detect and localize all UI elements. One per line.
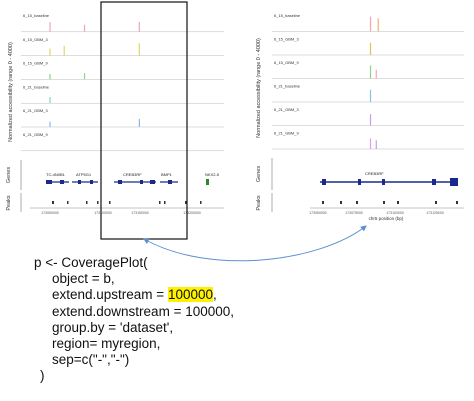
left-gene-track: TC-4N0B1 ATP5G1 CREB3RF BMP1 NKX2-5: [46, 172, 220, 185]
right-track-5-peak-1: [375, 140, 377, 149]
right-tick-0: 173050000: [309, 211, 327, 215]
left-track-label-2: 6_15_GBM_9: [23, 61, 48, 66]
right-peaks-label: Peaks: [256, 195, 262, 211]
left-track-1-peak-0: [49, 48, 51, 56]
right-x-axis-label: chr5 position (bp): [369, 216, 404, 221]
left-track-4-peak-0: [49, 121, 51, 127]
right-track-label-5: 6_21_GBM_9: [274, 131, 299, 136]
left-genes-label: Genes: [6, 167, 12, 183]
right-track-2-peak-0: [369, 65, 372, 79]
left-tracks: 6_15_baseline 6_15_GBM_3 6_15_GBM_9 6_21_ba…: [21, 13, 224, 152]
left-track-1-peak-2: [138, 43, 140, 56]
left-track-4-peak-1: [138, 118, 140, 127]
code-line-4: extend.downstream = 100000,: [52, 303, 234, 319]
code-line-7: sep=c("-","-"): [52, 352, 130, 368]
left-track-2-peak-1: [83, 73, 86, 80]
gene-label-bmp1: BMP1: [161, 172, 173, 177]
code-line-3: extend.upstream = 100000,: [34, 287, 454, 303]
right-tick-2: 173100000: [386, 211, 404, 215]
right-track-label-3: 6_21_baseline: [274, 84, 301, 89]
left-track-label-4: 6_21_GBM_3: [23, 108, 48, 113]
gene-label-nkx25: NKX2-5: [205, 172, 220, 177]
left-track-0-peak-2: [138, 22, 140, 32]
right-track-5-peak-0: [369, 138, 372, 149]
right-peak-marks: [322, 201, 458, 204]
right-track-label-0: 6_15_baseline: [274, 13, 301, 18]
code-line-5: group.by = 'dataset',: [52, 319, 174, 335]
right-gene-track: CREB3RF: [320, 171, 458, 186]
code-line-8: ): [40, 368, 45, 384]
right-tick-3: 173125000: [426, 211, 444, 215]
code-line-3-prefix: extend.upstream =: [52, 287, 168, 303]
gene-label-atp5g1: ATP5G1: [76, 172, 92, 177]
gene-label-creb3rf: CREB3RF: [123, 172, 142, 177]
right-track-label-1: 6_15_GBM_3: [274, 37, 299, 42]
left-tick-1: 173100000: [94, 211, 112, 215]
gene-label-creb3rf-right: CREB3RF: [365, 171, 384, 176]
right-track-1-peak-0: [369, 42, 372, 55]
left-tick-3: 173200000: [183, 211, 201, 215]
left-track-0-peak-0: [49, 22, 51, 32]
left-track-1-peak-1: [63, 45, 65, 56]
left-peaks-label: Peaks: [6, 195, 12, 211]
right-track-label-2: 6_15_GBM_9: [274, 60, 299, 65]
right-track-3-peak-0: [369, 89, 372, 102]
right-track-label-4: 6_21_GBM_3: [274, 107, 299, 112]
highlighted-upstream-value: 100000: [167, 287, 214, 303]
right-track-4-peak-0: [369, 114, 372, 126]
left-coverage-plot: Normalized accessibility (range 0 - 4000…: [6, 1, 224, 240]
left-track-label-3: 6_21_baseline: [23, 84, 50, 89]
left-track-label-5: 6_21_GBM_9: [23, 132, 48, 137]
right-coverage-plot: Normalized accessibility (range 0 - 4000…: [256, 13, 464, 221]
left-tick-0: 173050000: [41, 211, 59, 215]
code-line-3-suffix: ,: [213, 287, 217, 303]
left-track-label-0: 6_15_baseline: [23, 13, 50, 18]
right-genes-label: Genes: [256, 166, 262, 182]
left-y-axis-label: Normalized accessibility (range 0 - 4000…: [8, 42, 14, 142]
r-code-block: p <- CoveragePlot( object = b, extend.up…: [34, 255, 454, 385]
right-track-0-peak-0: [369, 16, 372, 32]
right-tracks: 6_15_baseline 6_15_GBM_3 6_15_GBM_9 6_21_ba…: [272, 13, 464, 150]
right-track-2-peak-1: [375, 69, 377, 79]
code-line-6: region= myregion,: [52, 336, 161, 352]
right-track-0-peak-1: [377, 18, 379, 32]
left-track-label-1: 6_15_GBM_3: [23, 37, 48, 42]
code-line-1: p <- CoveragePlot(: [34, 255, 148, 270]
left-track-3-peak-0: [49, 96, 51, 104]
left-track-0-peak-1: [83, 24, 86, 32]
right-tick-1: 173075000: [345, 211, 363, 215]
left-tick-2: 173150000: [131, 211, 149, 215]
left-peak-marks: [52, 201, 202, 204]
code-line-2: object = b,: [52, 271, 115, 287]
gene-label-tc4n0b1: TC-4N0B1: [46, 172, 66, 177]
right-y-axis-label: Normalized accessibility (range 0 - 4000…: [256, 38, 262, 138]
left-track-2-peak-0: [49, 74, 51, 80]
